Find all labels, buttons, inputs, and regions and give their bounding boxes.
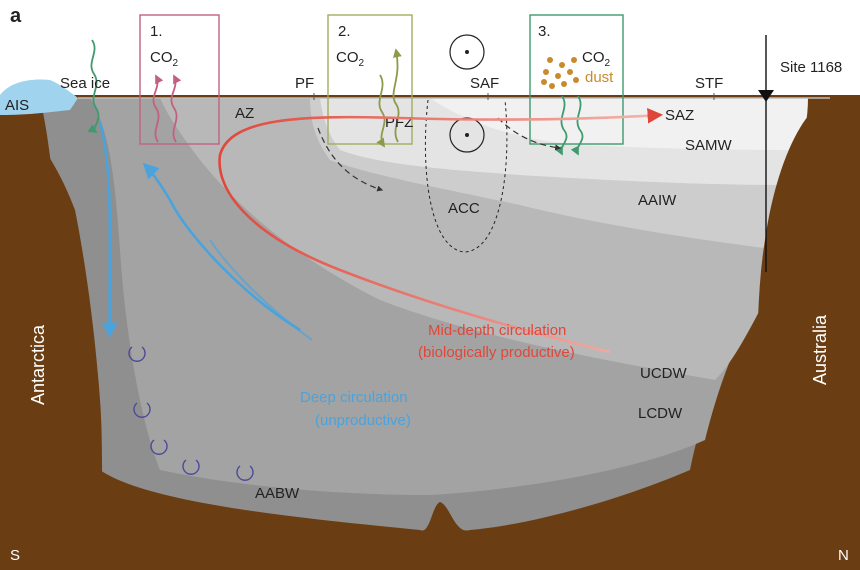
deep-label-line1: Deep circulation bbox=[300, 389, 408, 406]
front-stf-label: STF bbox=[695, 75, 723, 92]
deep-label-line2: (unproductive) bbox=[315, 412, 411, 429]
acc-eddy-bottom bbox=[449, 117, 485, 153]
box-3-wave-2 bbox=[570, 95, 584, 156]
box-1-co2-arrow-right bbox=[170, 74, 182, 143]
panel-label: a bbox=[10, 5, 22, 27]
box-1-co2-arrow-left bbox=[152, 74, 164, 143]
antarctica-landmass bbox=[0, 112, 105, 570]
acc-boundary bbox=[424, 99, 508, 253]
antarctica-label: Antarctica bbox=[28, 324, 48, 405]
deep-circulation-arrow-lower bbox=[98, 121, 118, 339]
box-3-number: 3. bbox=[538, 23, 551, 40]
acc-eddy-bottom-dot bbox=[465, 133, 469, 137]
box-2-number: 2. bbox=[338, 23, 351, 40]
water-lcdw-label: LCDW bbox=[638, 405, 683, 422]
water-aaiw-label: AAIW bbox=[638, 192, 677, 209]
north-label: N bbox=[838, 547, 849, 564]
acc-eddy-top-dot bbox=[465, 50, 469, 54]
box-1-co2: CO2 bbox=[150, 49, 179, 69]
zone-acc-label: ACC bbox=[448, 200, 480, 217]
site-label: Site 1168 bbox=[780, 59, 842, 76]
water-aabw-label: AABW bbox=[255, 485, 300, 502]
box-3-co2: CO2 bbox=[582, 49, 611, 69]
box-2-co2: CO2 bbox=[336, 49, 365, 69]
sea-ice-label: Sea ice bbox=[60, 75, 110, 92]
mid-depth-label-line1: Mid-depth circulation bbox=[428, 322, 566, 339]
ais-label: AIS bbox=[5, 97, 29, 114]
sea-ice-wave bbox=[87, 39, 100, 134]
deep-circulation-arrow-upper bbox=[142, 162, 301, 332]
australia-landmass bbox=[744, 98, 860, 570]
ice-shelf bbox=[0, 79, 78, 115]
box-2-wave-up bbox=[392, 48, 402, 143]
acc-eddy-top bbox=[449, 34, 485, 70]
box-1-number: 1. bbox=[150, 23, 163, 40]
australia-label: Australia bbox=[810, 314, 830, 385]
dust-particles bbox=[541, 57, 579, 89]
mid-depth-circulation-arrow bbox=[218, 107, 664, 354]
box-3-frame bbox=[529, 14, 624, 145]
box-2-wave-down bbox=[376, 74, 386, 148]
ekman-arrow-pfz bbox=[317, 127, 384, 192]
zone-az-label: AZ bbox=[235, 105, 254, 122]
mid-depth-label-line2: (biologically productive) bbox=[418, 344, 575, 361]
front-saf-label: SAF bbox=[470, 75, 499, 92]
front-pf-label: PF bbox=[295, 75, 314, 92]
deep-circulation-arrow-mid bbox=[209, 239, 313, 341]
box-1-frame bbox=[139, 14, 220, 145]
south-label: S bbox=[10, 547, 20, 564]
water-ucdw-label: UCDW bbox=[640, 365, 687, 382]
site-core-marker bbox=[758, 90, 774, 102]
box-2-frame bbox=[327, 14, 413, 145]
box-3-dust-label: dust bbox=[585, 69, 614, 86]
ocean-surface-layer bbox=[430, 98, 808, 150]
water-samw-label: SAMW bbox=[685, 137, 733, 154]
box-3-wave-1 bbox=[554, 95, 568, 156]
ekman-arrow-saf bbox=[497, 117, 562, 151]
aabw-eddies bbox=[128, 346, 254, 481]
zone-saz-label: SAZ bbox=[665, 107, 694, 124]
